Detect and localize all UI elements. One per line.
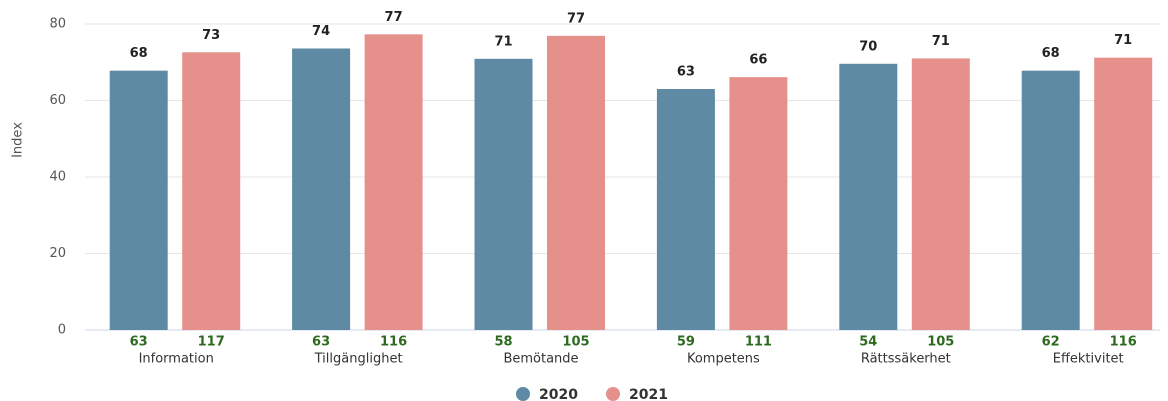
x-tick-label: Effektivitet <box>1053 352 1124 367</box>
y-tick-label: 60 <box>49 93 66 108</box>
count-label: 63 <box>130 335 148 350</box>
count-label: 116 <box>380 335 407 350</box>
y-axis-title: Index <box>11 122 26 158</box>
count-label: 54 <box>859 335 877 350</box>
bar <box>182 52 241 331</box>
bar <box>474 58 533 331</box>
count-label: 111 <box>745 335 772 350</box>
bar <box>911 58 970 331</box>
x-tick-label: Tillgänglighet <box>314 352 403 367</box>
bar <box>109 70 168 330</box>
y-tick-label: 80 <box>49 17 66 32</box>
count-label: 58 <box>494 335 512 350</box>
bar <box>1094 57 1153 330</box>
y-tick-label: 20 <box>49 246 66 261</box>
value-label: 77 <box>567 11 585 26</box>
count-label: 59 <box>677 335 695 350</box>
y-tick-label: 0 <box>58 323 66 338</box>
value-label: 71 <box>494 34 512 49</box>
value-label: 66 <box>749 53 767 68</box>
x-tick-label: Rättssäkerhet <box>861 352 951 367</box>
x-tick-label: Kompetens <box>687 352 760 367</box>
bar <box>292 48 351 330</box>
value-label: 63 <box>677 65 695 80</box>
count-label: 117 <box>198 335 225 350</box>
y-tick-label: 40 <box>49 170 66 185</box>
value-label: 68 <box>1042 46 1060 61</box>
value-label: 68 <box>130 46 148 61</box>
bar <box>656 89 715 331</box>
count-label: 62 <box>1042 335 1060 350</box>
value-label: 73 <box>202 28 220 43</box>
count-label: 105 <box>562 335 589 350</box>
count-label: 105 <box>927 335 954 350</box>
legend-marker <box>606 387 620 401</box>
bar <box>839 63 898 330</box>
bar <box>547 35 605 331</box>
legend-label: 2021 <box>629 387 668 401</box>
x-tick-label: Information <box>139 352 214 367</box>
count-label: 116 <box>1110 335 1137 350</box>
bar <box>364 34 423 330</box>
value-label: 77 <box>385 10 403 25</box>
legend-marker <box>516 387 530 401</box>
bar <box>1021 70 1080 330</box>
value-label: 74 <box>312 24 330 39</box>
legend-label: 2020 <box>539 387 578 401</box>
value-label: 71 <box>932 34 950 49</box>
value-label: 71 <box>1114 33 1132 48</box>
x-tick-label: Bemötande <box>503 352 578 367</box>
count-label: 63 <box>312 335 330 350</box>
bar <box>729 77 788 330</box>
value-label: 70 <box>859 39 877 54</box>
